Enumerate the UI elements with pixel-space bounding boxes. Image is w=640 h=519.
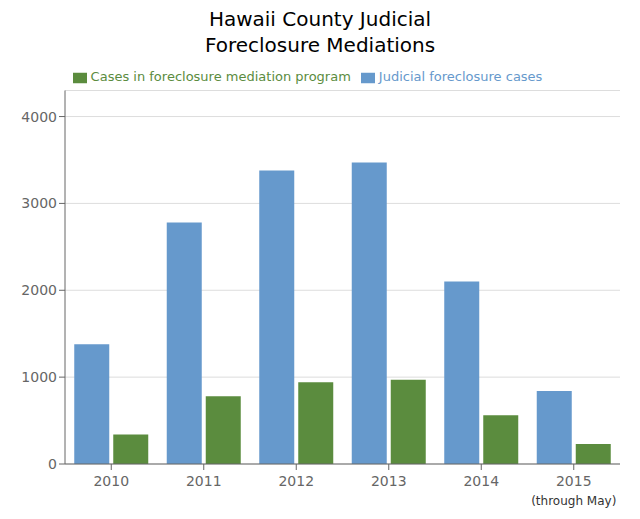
html-text:Cases in foreclosure mediation: Cases in foreclosure mediation program <box>90 69 351 84</box>
svg-text:2014: 2014 <box>463 473 499 489</box>
svg-text:1000: 1000 <box>21 369 57 385</box>
svg-text:2013: 2013 <box>371 473 407 489</box>
svg-text:2015: 2015 <box>556 473 592 489</box>
svg-text:0: 0 <box>48 456 57 472</box>
html-text:Foreclosure Mediations: Foreclosure Mediations <box>204 33 436 57</box>
svg-text:(through May): (through May) <box>531 494 616 508</box>
svg-text:2011: 2011 <box>186 473 222 489</box>
html-text:Hawaii County Judicial: Hawaii County Judicial <box>208 7 432 31</box>
html-text:Judicial foreclosure cases: Judicial foreclosure cases <box>378 69 543 84</box>
svg-text:3000: 3000 <box>21 195 57 211</box>
svg-text:2012: 2012 <box>278 473 314 489</box>
svg-text:4000: 4000 <box>21 109 57 125</box>
svg-text:2010: 2010 <box>93 473 129 489</box>
svg-text:2000: 2000 <box>21 282 57 298</box>
